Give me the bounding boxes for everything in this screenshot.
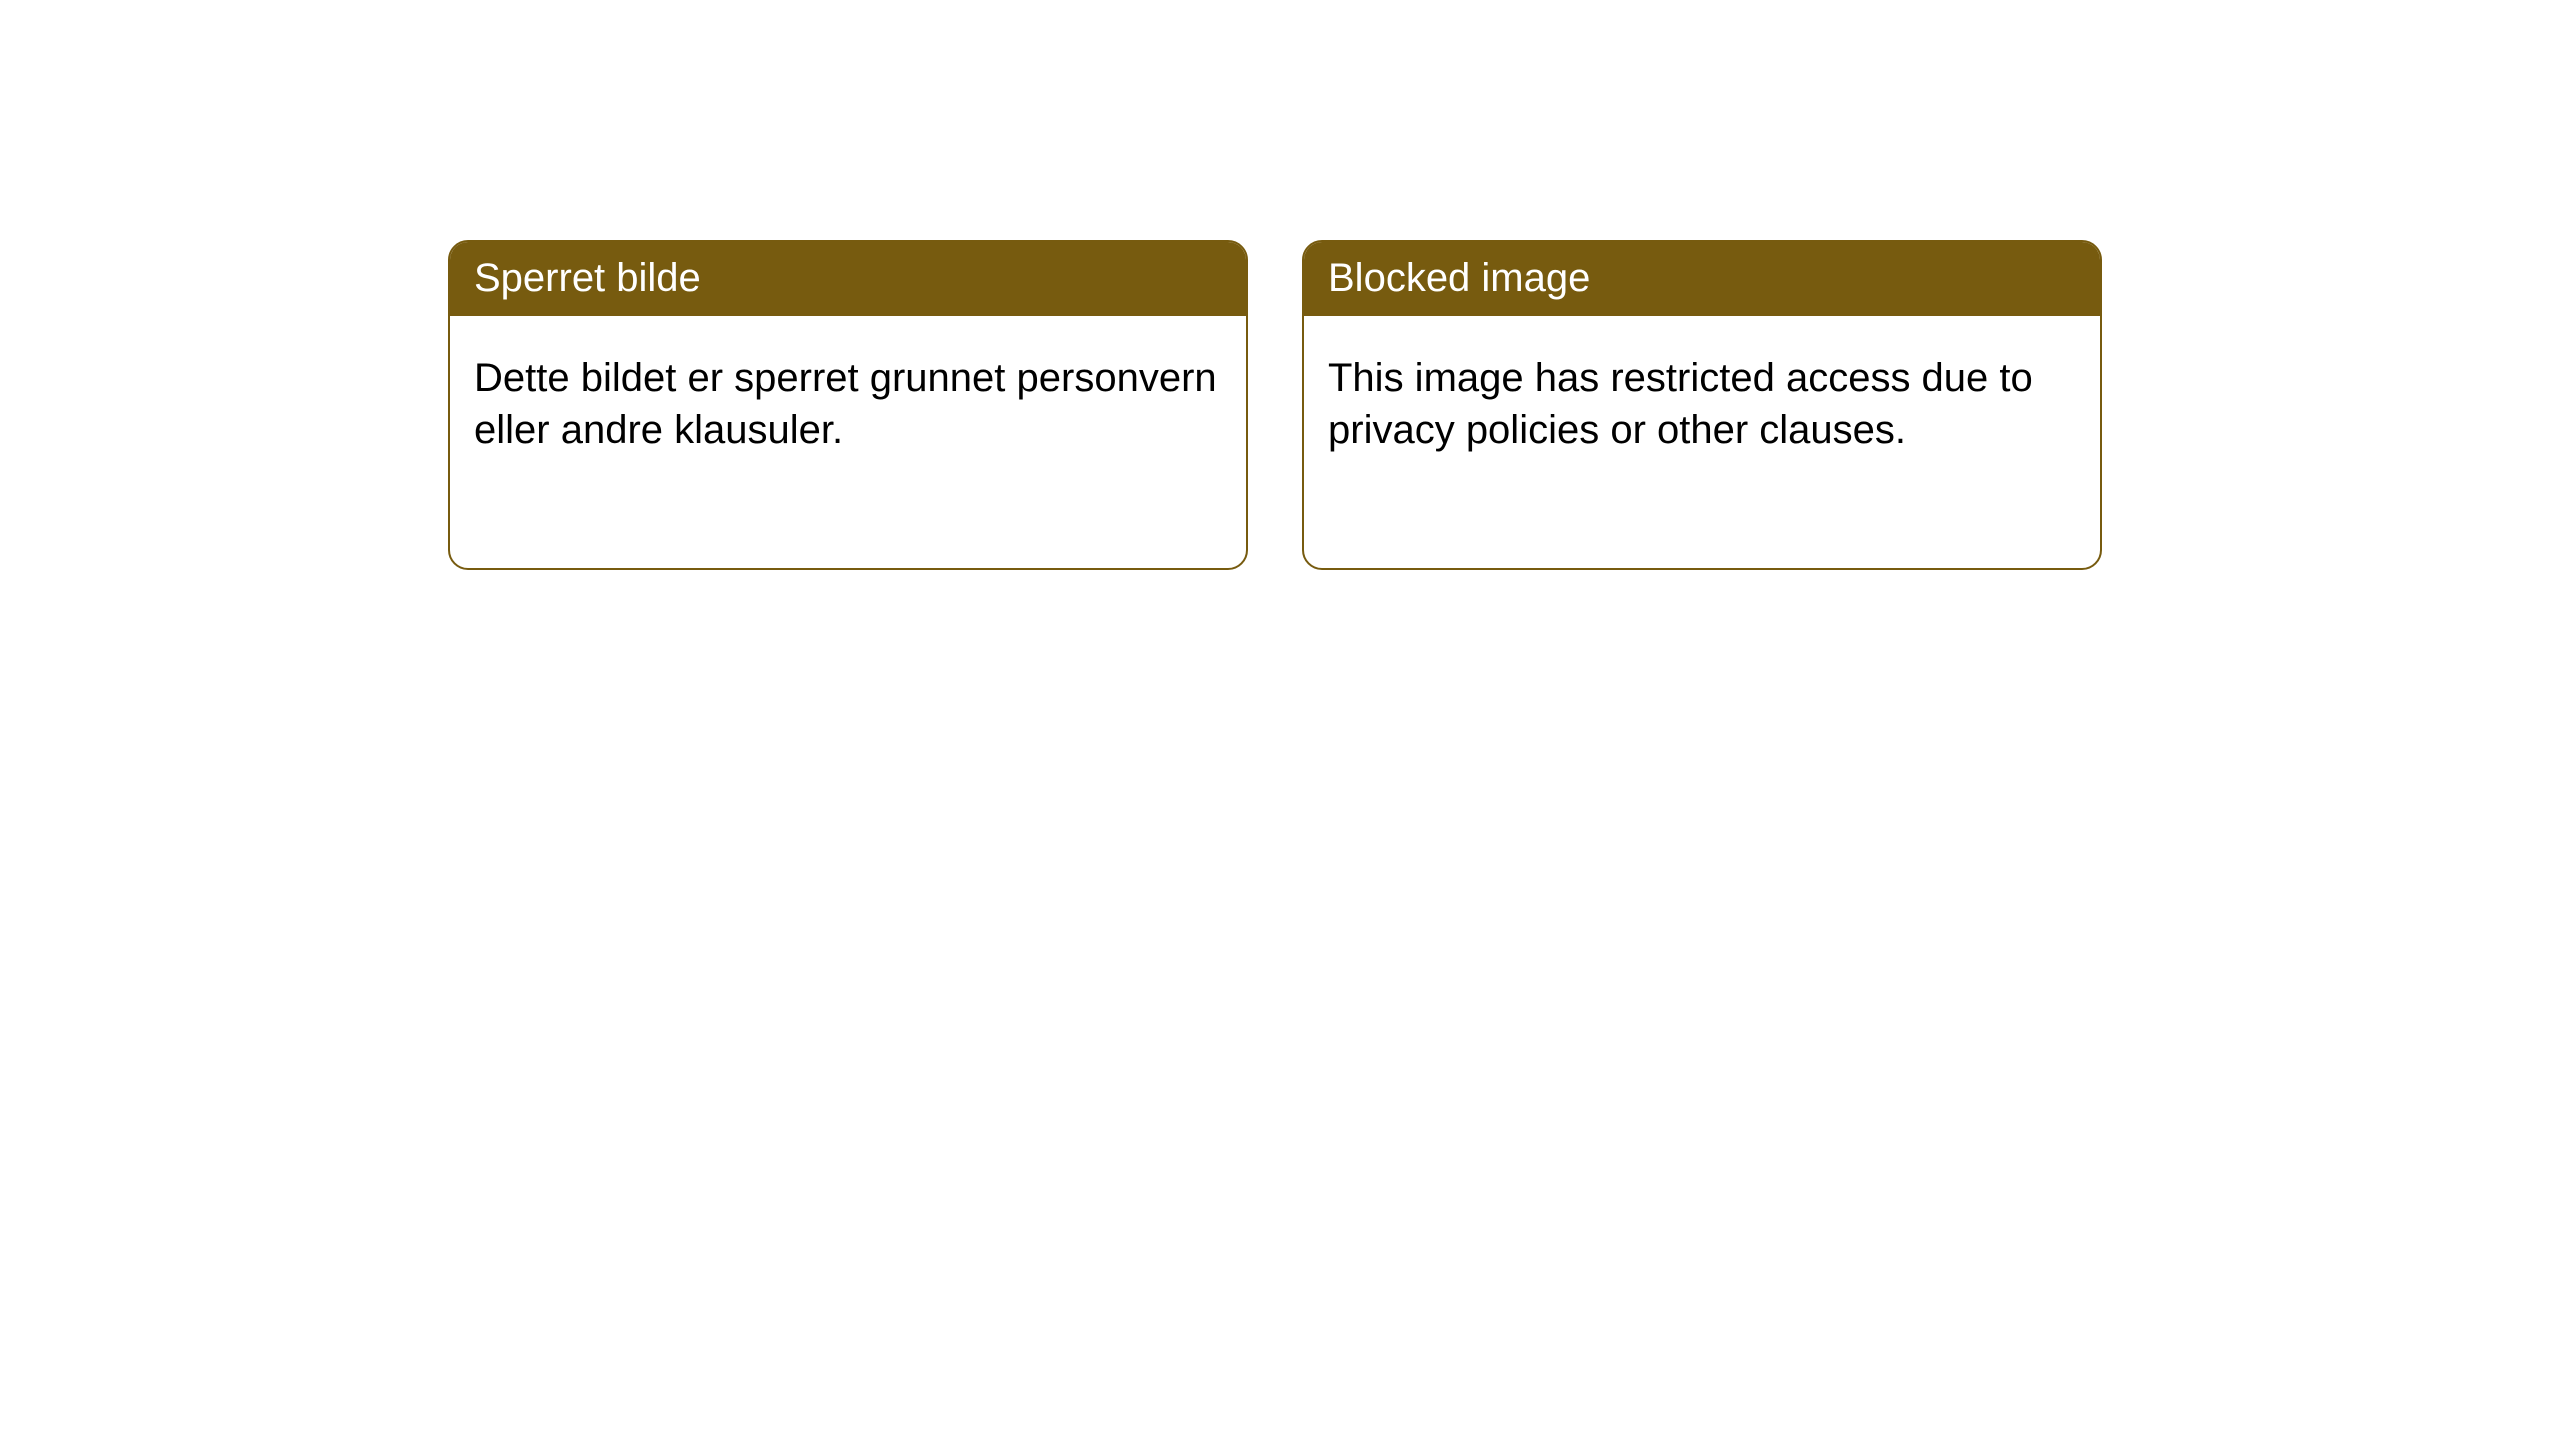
notice-container: Sperret bilde Dette bildet er sperret gr… bbox=[0, 0, 2560, 570]
blocked-image-card-norwegian: Sperret bilde Dette bildet er sperret gr… bbox=[448, 240, 1248, 570]
card-body: This image has restricted access due to … bbox=[1304, 316, 2100, 480]
card-header: Blocked image bbox=[1304, 242, 2100, 316]
card-body: Dette bildet er sperret grunnet personve… bbox=[450, 316, 1246, 480]
card-header: Sperret bilde bbox=[450, 242, 1246, 316]
blocked-image-card-english: Blocked image This image has restricted … bbox=[1302, 240, 2102, 570]
